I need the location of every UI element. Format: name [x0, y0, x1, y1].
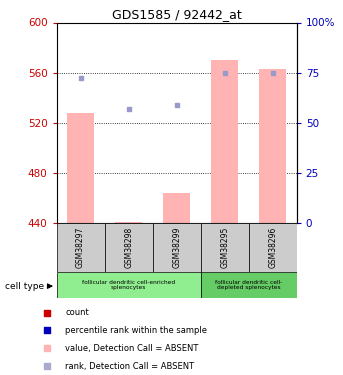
Bar: [201, 223, 249, 272]
Text: GSM38296: GSM38296: [268, 227, 277, 268]
Bar: [164, 193, 190, 223]
Point: [44, 363, 49, 369]
Bar: [260, 69, 286, 223]
Bar: [105, 223, 153, 272]
Title: GDS1585 / 92442_at: GDS1585 / 92442_at: [112, 8, 241, 21]
Text: cell type: cell type: [5, 282, 44, 291]
Text: follicular dendritic cell-enriched
splenocytes: follicular dendritic cell-enriched splen…: [82, 280, 175, 290]
Text: rank, Detection Call = ABSENT: rank, Detection Call = ABSENT: [65, 362, 194, 370]
Text: GSM38295: GSM38295: [220, 227, 229, 268]
Point: [44, 310, 49, 316]
Point: [78, 75, 83, 81]
Point: [174, 102, 179, 108]
Point: [44, 345, 49, 351]
Bar: [211, 60, 238, 223]
Point: [44, 327, 49, 333]
Bar: [153, 223, 201, 272]
Text: GSM38298: GSM38298: [124, 227, 133, 268]
Bar: [249, 223, 297, 272]
Text: value, Detection Call = ABSENT: value, Detection Call = ABSENT: [65, 344, 199, 353]
Text: percentile rank within the sample: percentile rank within the sample: [65, 326, 207, 335]
Bar: [67, 113, 94, 223]
Bar: [57, 272, 201, 298]
Bar: [201, 272, 297, 298]
Point: [270, 70, 275, 76]
Text: GSM38299: GSM38299: [172, 227, 181, 268]
Text: follicular dendritic cell-
depleted splenocytes: follicular dendritic cell- depleted sple…: [215, 280, 282, 290]
Point: [126, 106, 131, 112]
Text: GSM38297: GSM38297: [76, 227, 85, 268]
Bar: [57, 223, 105, 272]
Bar: [115, 222, 142, 223]
Point: [222, 70, 227, 76]
Text: count: count: [65, 308, 89, 317]
